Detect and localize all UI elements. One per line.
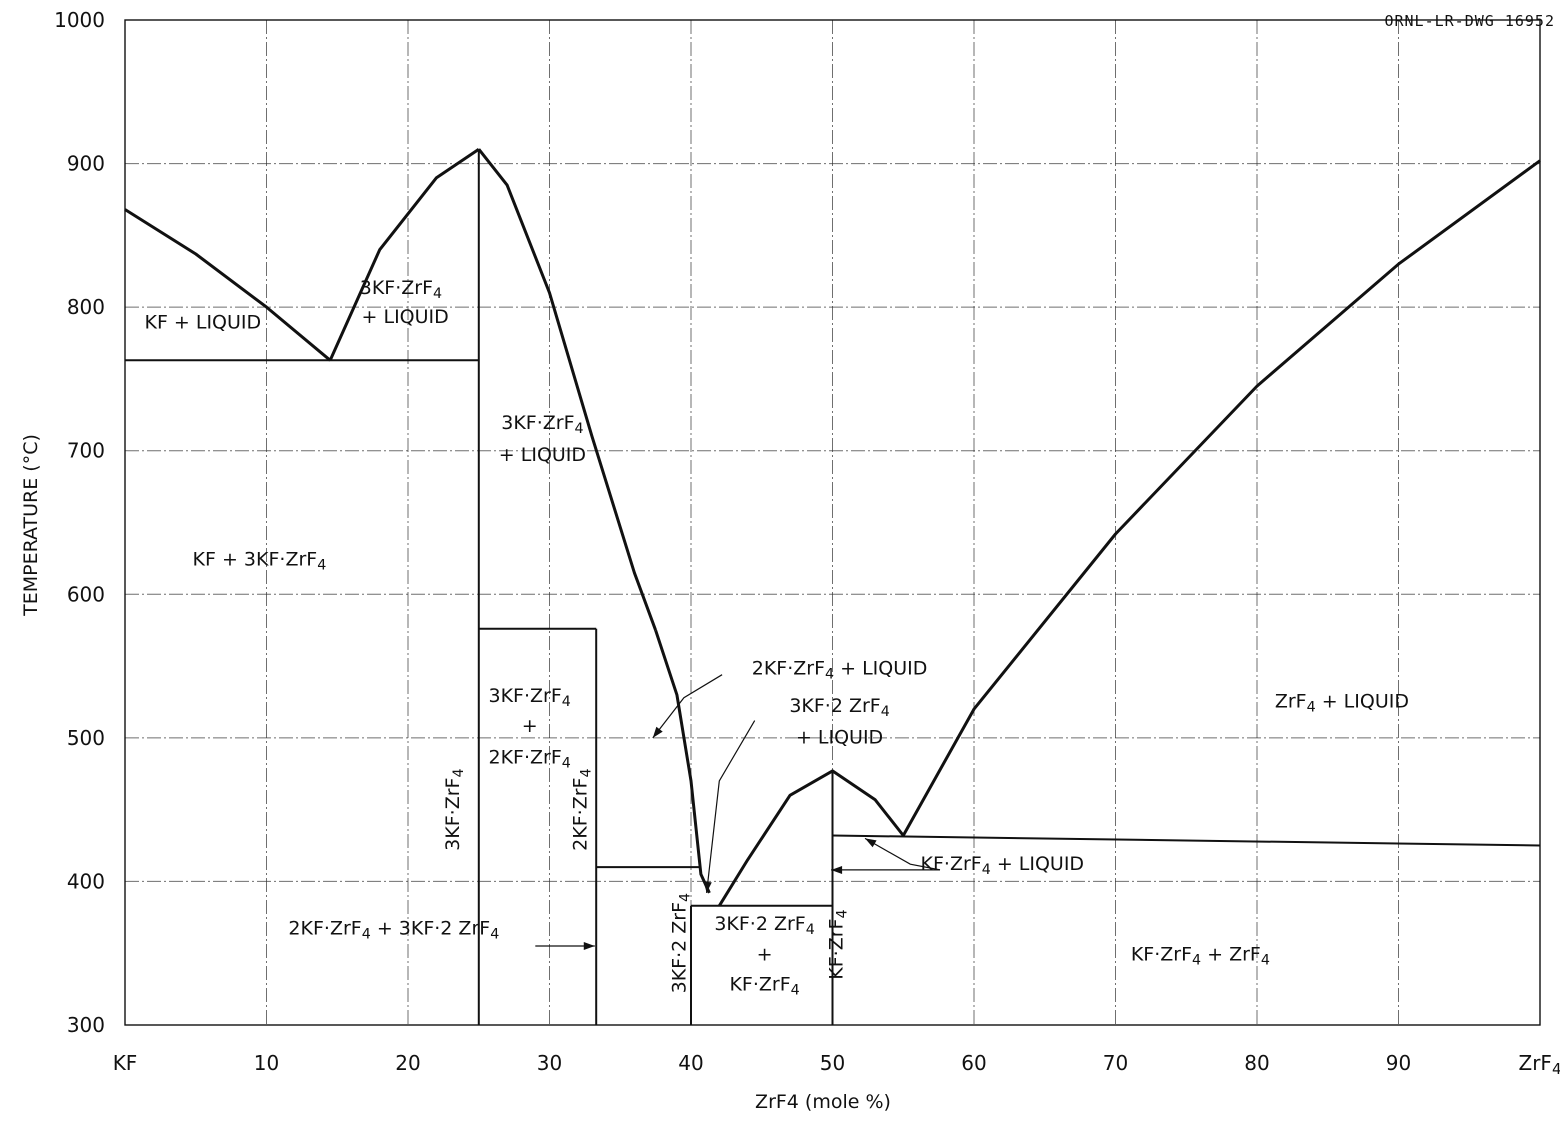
leader-3kf2-liquid: [706, 720, 756, 893]
leader-3kf2-liquid-head: [703, 881, 712, 893]
leader-2kf-liquid-head: [652, 726, 663, 738]
liquidus-curve: [654, 629, 711, 894]
y-tick-label: 900: [67, 152, 105, 176]
x-tick-label: 40: [678, 1051, 703, 1075]
region-label: + LIQUID: [362, 306, 449, 328]
region-label: +: [757, 943, 773, 965]
region-label: ZrF4 + LIQUID: [1275, 691, 1409, 716]
x-tick-label: 20: [395, 1051, 420, 1075]
liquidus-curve: [477, 148, 658, 631]
liquidus-curve: [328, 147, 480, 361]
x-tick-label: ZrF4: [1519, 1051, 1560, 1078]
x-tick-label: 70: [1103, 1051, 1128, 1075]
region-label: KF + LIQUID: [144, 312, 261, 334]
x-axis-title: ZrF4 (mole %): [755, 1091, 891, 1113]
region-label: 2KF·ZrF4: [569, 768, 594, 850]
region-label: KF·ZrF4 + LIQUID: [921, 853, 1085, 878]
region-labels: KF + LIQUID 3KF·ZrF4 + LIQUID 3KF·ZrF4 + LIQ…: [144, 277, 1408, 998]
leader-2kf-liquid: [652, 674, 723, 739]
leader-kf-liquid-upper: [864, 837, 941, 871]
region-label: + LIQUID: [499, 444, 586, 466]
y-axis-title: TEMPERATURE (°C): [20, 434, 42, 617]
y-tick-label: 500: [67, 726, 105, 750]
region-label: 3KF·ZrF4: [442, 768, 467, 850]
y-tick-label: 800: [67, 295, 105, 319]
label-leaders: [535, 674, 941, 951]
grid-lines: [125, 20, 1540, 1025]
leader-2kf-3kf2-head: [583, 942, 595, 951]
region-label: 3KF·ZrF4: [360, 277, 442, 302]
region-label: 3KF·2 ZrF4: [668, 893, 693, 993]
x-tick-labels: KF 10 20 30 40 50 60 70 80 90 ZrF4: [113, 1051, 1560, 1078]
x-tick-label: 80: [1244, 1051, 1269, 1075]
x-tick-label: 60: [961, 1051, 986, 1075]
liquidus-curve: [718, 769, 905, 907]
liquidus-curve: [901, 159, 1541, 837]
x-tick-label: 50: [820, 1051, 845, 1075]
x-tick-label: 90: [1386, 1051, 1411, 1075]
leader-kf-liquid-left-head: [831, 865, 843, 874]
x-tick-label: 10: [254, 1051, 279, 1075]
region-label: 2KF·ZrF4 + LIQUID: [752, 658, 928, 683]
phase-boundaries: [124, 147, 1541, 1025]
region-label: KF·ZrF4 + ZrF4: [1131, 943, 1270, 968]
region-label: KF·ZrF4: [729, 974, 799, 999]
region-label: 3KF·ZrF4: [501, 412, 583, 437]
leader-kf-liquid-upper-head: [865, 838, 877, 848]
region-label: 3KF·2 ZrF4: [789, 695, 889, 720]
y-tick-label: 400: [67, 869, 105, 893]
y-tick-label: 700: [67, 439, 105, 463]
boundary-line: [832, 834, 1541, 847]
drawing-number: ORNL-LR-DWG 16952: [1384, 12, 1555, 30]
x-tick-label: KF: [113, 1051, 138, 1075]
region-label: KF·ZrF4: [825, 909, 850, 979]
y-tick-label: 1000: [54, 8, 105, 32]
region-label: + LIQUID: [796, 727, 883, 749]
y-tick-label: 300: [67, 1013, 105, 1037]
y-tick-labels: 300 400 500 600 700 800 900 1000: [54, 8, 105, 1037]
region-label: 2KF·ZrF4: [489, 747, 571, 772]
region-label: 2KF·ZrF4 + 3KF·2 ZrF4: [288, 918, 499, 943]
region-label: 3KF·2 ZrF4: [714, 913, 814, 938]
region-label: 3KF·ZrF4: [489, 685, 571, 710]
region-label: KF + 3KF·ZrF4: [193, 549, 327, 574]
liquidus-curve: [124, 208, 332, 362]
region-label: +: [522, 715, 538, 737]
x-tick-label: 30: [537, 1051, 562, 1075]
y-tick-label: 600: [67, 582, 105, 606]
